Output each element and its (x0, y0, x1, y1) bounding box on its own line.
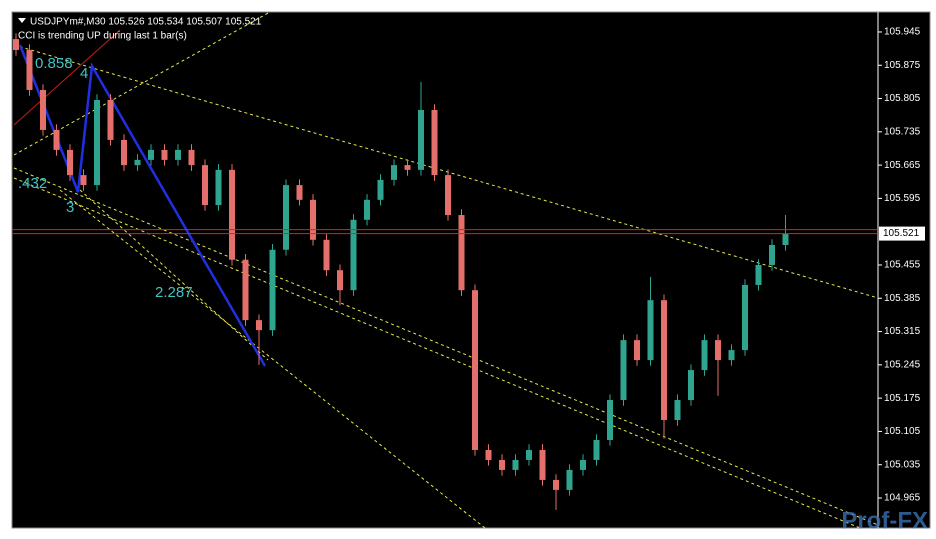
candle-body (40, 89, 46, 130)
candle-body (94, 99, 100, 186)
candle-body (553, 479, 559, 490)
trend-line (79, 189, 269, 361)
y-tick-label: 105.035 (884, 459, 921, 470)
indicator-text: CCI is trending UP during last 1 bar(s) (18, 31, 187, 42)
candle-body (269, 249, 276, 331)
candle-body (445, 175, 451, 216)
candle-body (350, 219, 357, 291)
candle-body (13, 39, 19, 51)
candle-body (782, 233, 789, 246)
candle-body (121, 139, 127, 166)
candle-body (80, 175, 87, 186)
candle-body (134, 159, 141, 166)
candle-body (337, 270, 343, 291)
candle-body (755, 264, 762, 285)
y-tick-label: 105.175 (884, 393, 921, 404)
plot-bg (11, 11, 931, 529)
candle-body (566, 469, 573, 490)
candle-body (26, 50, 33, 90)
trend-line (13, 177, 861, 529)
candle-body (580, 459, 586, 470)
candle-body (202, 165, 208, 206)
candle-body (256, 320, 262, 331)
candle-body (769, 245, 775, 265)
candle-body (607, 400, 613, 440)
candle-body (242, 259, 249, 321)
candle-body (107, 99, 114, 140)
candle-body (661, 300, 667, 421)
candle-body (323, 239, 330, 271)
y-tick-label: 105.875 (884, 60, 921, 71)
trend-line (59, 189, 486, 529)
current-price-label: 105.521 (883, 228, 920, 239)
wave-label: 4 (80, 65, 88, 82)
y-tick-label: 105.595 (884, 193, 921, 204)
candle-body (364, 199, 370, 220)
y-tick-label: 104.965 (884, 493, 921, 504)
candle-body (593, 439, 600, 460)
candle-body (431, 109, 438, 176)
y-tick-label: 105.805 (884, 93, 921, 104)
trend-line (13, 44, 879, 299)
candle-body (310, 199, 316, 240)
candle-body (188, 149, 195, 166)
candle-body (634, 340, 640, 361)
candle-body (701, 340, 708, 371)
candle-body (175, 149, 181, 160)
y-tick-label: 105.105 (884, 426, 921, 437)
candle-body (161, 149, 168, 160)
candle-body (391, 165, 397, 180)
price-label-bg (879, 226, 925, 241)
y-tick-label: 105.665 (884, 160, 921, 171)
trend-lines (13, 11, 879, 529)
y-tick-label: 105.245 (884, 359, 921, 370)
candle-body (418, 109, 424, 170)
candle-body (296, 185, 303, 200)
candle-body (67, 149, 73, 176)
y-tick-label: 105.735 (884, 126, 921, 137)
candle-body (728, 350, 735, 361)
candle-body (148, 149, 154, 160)
y-tick-label: 105.455 (884, 260, 921, 271)
candle-body (53, 129, 60, 150)
candle-body (472, 290, 478, 450)
candle-body (715, 340, 721, 361)
y-tick-label: 105.945 (884, 27, 921, 38)
fib-label: 2.287 (155, 284, 193, 301)
zigzag (18, 44, 267, 367)
candle-body (215, 169, 222, 206)
fib-line (13, 29, 121, 126)
candle-body (499, 459, 505, 470)
candle-body (377, 179, 384, 200)
candle-body (620, 340, 627, 401)
fib-label: .432 (18, 175, 47, 192)
candle-body (485, 449, 492, 460)
candle-body (526, 449, 532, 460)
candle-body (404, 165, 411, 170)
symbol-header: USDJPYm#,M30 105.526 105.534 105.507 105… (30, 17, 262, 28)
y-tick-label: 105.315 (884, 326, 921, 337)
y-tick-label: 105.385 (884, 293, 921, 304)
menu-arrow[interactable] (18, 18, 26, 23)
watermark: Prof-FX (841, 507, 928, 534)
candle-body (674, 400, 681, 421)
candle-body (458, 215, 465, 291)
candle-body (688, 370, 694, 401)
candle-body (539, 449, 546, 480)
candle-body (283, 185, 289, 250)
candle-body (512, 459, 519, 470)
candle-body (229, 169, 235, 260)
wave-label: 3 (66, 199, 74, 216)
candle-body (742, 284, 748, 351)
fib-label: 0.858 (35, 55, 73, 72)
candle-body (647, 300, 654, 361)
